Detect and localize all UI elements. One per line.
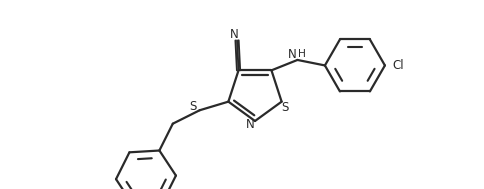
Text: N: N bbox=[245, 119, 255, 132]
Text: S: S bbox=[189, 100, 197, 113]
Text: N: N bbox=[287, 48, 297, 61]
Text: Cl: Cl bbox=[392, 59, 404, 72]
Text: S: S bbox=[281, 101, 288, 114]
Text: H: H bbox=[299, 50, 306, 60]
Text: N: N bbox=[230, 28, 239, 41]
